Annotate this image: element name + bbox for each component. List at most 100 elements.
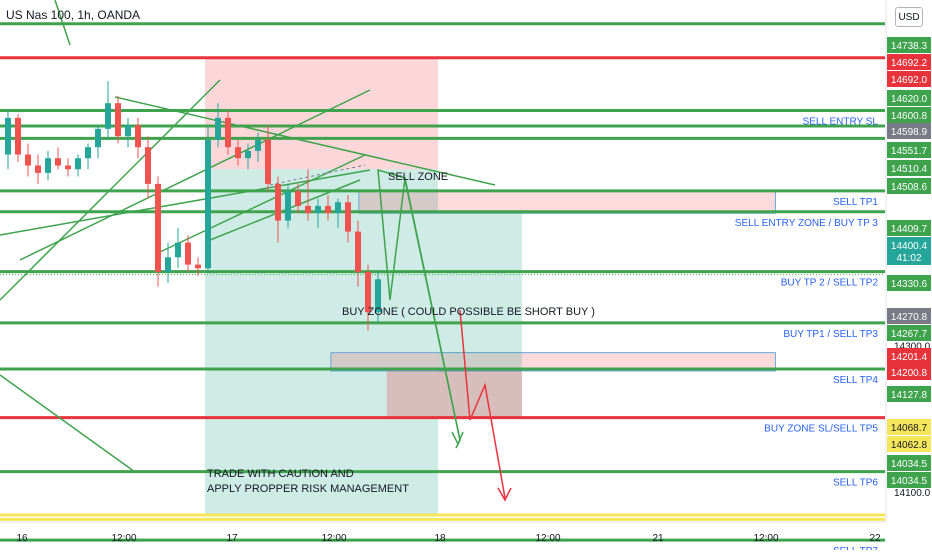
level-label: BUY TP 2 / SELL TP2 [781,278,879,289]
candle-body [295,191,301,206]
trend-line [0,374,136,473]
price-badge-value: 14127.8 [891,390,928,401]
candle-body [45,158,51,173]
x-tick-label: 18 [434,533,446,544]
zone-sell-zone-box [358,190,776,214]
level-label: SELL TP6 [833,478,878,489]
candle-body [345,202,351,232]
candle-body [365,271,371,313]
price-badge [887,325,931,341]
x-tick-label: 21 [652,533,664,544]
candle-body [115,103,121,137]
price-badge-value: 14068.7 [891,423,928,434]
dashed-line [269,164,366,186]
price-badge-value: 14692.2 [891,58,928,69]
candle-body [145,147,151,184]
price-badge [887,436,931,452]
price-badge [887,178,931,194]
candle-body [175,242,181,258]
price-badge [887,237,931,265]
candle-body [275,183,281,221]
candle-body [215,117,221,140]
candle-body [165,257,171,272]
currency-button[interactable]: USD [895,7,923,27]
buy-zone-label: BUY ZONE ( COULD POSSIBLE BE SHORT BUY ) [342,306,595,318]
projection-path-red [459,309,506,499]
price-badge-value: 14400.4 [891,241,928,252]
candle-body [85,147,91,159]
x-tick-label: 12:00 [111,533,136,544]
candle-body [305,205,311,214]
x-tick-label: 17 [226,533,238,544]
zone-buy-profit [438,213,522,272]
price-badge [887,54,931,70]
candle-body [95,128,101,148]
price-badge-value: 14551.7 [891,146,928,157]
level-label: SELL ENTRY ZONE / BUY TP 3 [735,218,879,229]
price-badge [887,220,931,236]
zone-buy-profit-low [438,271,522,419]
price-badge-value: 14267.7 [891,329,928,340]
level-label: SELL ENTRY SL [803,117,879,128]
price-badge [887,275,931,291]
candle-body [285,191,291,221]
candle-body [185,242,191,265]
level-label: SELL TP7 [833,546,878,550]
price-badge [887,107,931,123]
price-badge-value: 14330.6 [891,279,928,290]
price-badge-value: 14062.8 [891,440,928,451]
price-badge-value: 14270.8 [891,312,928,323]
symbol-title: US Nas 100, 1h, OANDA [6,8,141,22]
candle-body [325,205,331,214]
caution-note-line1: TRADE WITH CAUTION AND [207,468,354,480]
arrow-head-green [451,431,464,446]
price-badge [887,123,931,139]
level-label: BUY ZONE SL/SELL TP5 [764,424,878,435]
x-tick-label: 12:00 [753,533,778,544]
trend-line [114,96,496,186]
candle-body [125,125,131,137]
candle-body [105,103,111,129]
sell-zone-label: SELL ZONE [388,171,448,183]
price-badge [887,142,931,158]
countdown-label: 41:02 [896,253,921,264]
price-badge-value: 14034.5 [891,459,928,470]
trend-line [159,154,366,253]
candle-body [235,147,241,159]
price-badge-value: 14600.8 [891,111,928,122]
price-badge [887,386,931,402]
candle-body [245,150,251,159]
trend-line [19,89,371,261]
price-badge [887,455,931,471]
y-tick-label: 14100.0 [894,488,931,499]
candle-body [195,264,201,269]
candle-body [355,231,361,272]
price-badge [887,472,931,488]
level-label: SELL TP4 [833,375,878,386]
x-tick-label: 12:00 [535,533,560,544]
trend-line [0,79,221,301]
x-tick-label: 16 [16,533,28,544]
price-badge [887,90,931,106]
candle-body [65,165,71,170]
price-badge-value: 14620.0 [891,94,928,105]
candle-body [315,205,321,214]
x-tick-label: 22 [869,533,881,544]
price-badge-value: 14738.3 [891,41,928,52]
candle-body [225,117,231,148]
price-badge-value: 14200.8 [891,368,928,379]
projection-arrow-green [404,179,461,441]
candle-body [75,158,81,170]
candle-body [205,139,211,269]
candle-body [375,279,381,313]
price-badge [887,71,931,87]
price-badge-value: 14201.4 [891,352,928,363]
price-badge-value: 14409.7 [891,224,928,235]
price-badge [887,364,931,380]
price-badge [887,419,931,435]
price-badge [887,348,931,364]
candle-body [155,183,161,272]
candle-body [5,117,11,155]
price-badge-value: 14034.5 [891,476,928,487]
